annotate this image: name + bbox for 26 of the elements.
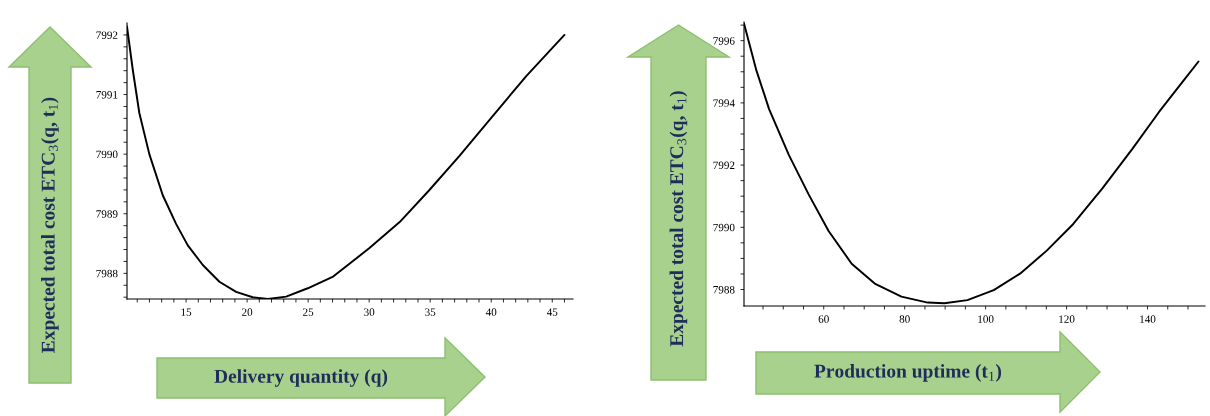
y-axis-title: Expected total cost ETC$_{3}$(q, t$_{1}$) (669, 91, 688, 347)
x-tick-label: 30 (364, 308, 375, 316)
y-tick-label: 7994 (713, 99, 735, 107)
x-axis-title: Production uptime (t$_{1}$) (814, 364, 1002, 382)
y-tick-label: 7996 (713, 37, 735, 45)
x-tick-label: 20 (242, 308, 253, 316)
x-tick-label: 25 (303, 308, 314, 316)
x-tick-label: 120 (1059, 315, 1075, 323)
y-tick-label: 7990 (96, 150, 118, 159)
x-tick-label: 80 (899, 315, 910, 323)
x-tick-label: 60 (818, 315, 829, 323)
y-tick-label: 7989 (96, 210, 118, 218)
x-tick-label: 15 (181, 308, 192, 316)
x-tick-label: 100 (978, 315, 994, 323)
y-tick-label: 7988 (713, 285, 735, 294)
x-tick-label: 140 (1140, 315, 1156, 323)
y-tick-label: 7990 (713, 223, 735, 232)
x-tick-label: 45 (546, 308, 558, 316)
x-tick-label: 35 (425, 308, 436, 316)
y-axis-title: Expected total cost ETC$_{3}$(q, t$_{1}$) (41, 97, 59, 353)
y-tick-label: 7991 (96, 91, 118, 99)
x-axis-title: Delivery quantity (q) (214, 369, 388, 387)
y-tick-label: 7992 (96, 31, 118, 39)
y-tick-label: 7988 (96, 269, 118, 278)
x-tick-label: 40 (485, 308, 497, 316)
y-tick-label: 7992 (713, 161, 735, 170)
